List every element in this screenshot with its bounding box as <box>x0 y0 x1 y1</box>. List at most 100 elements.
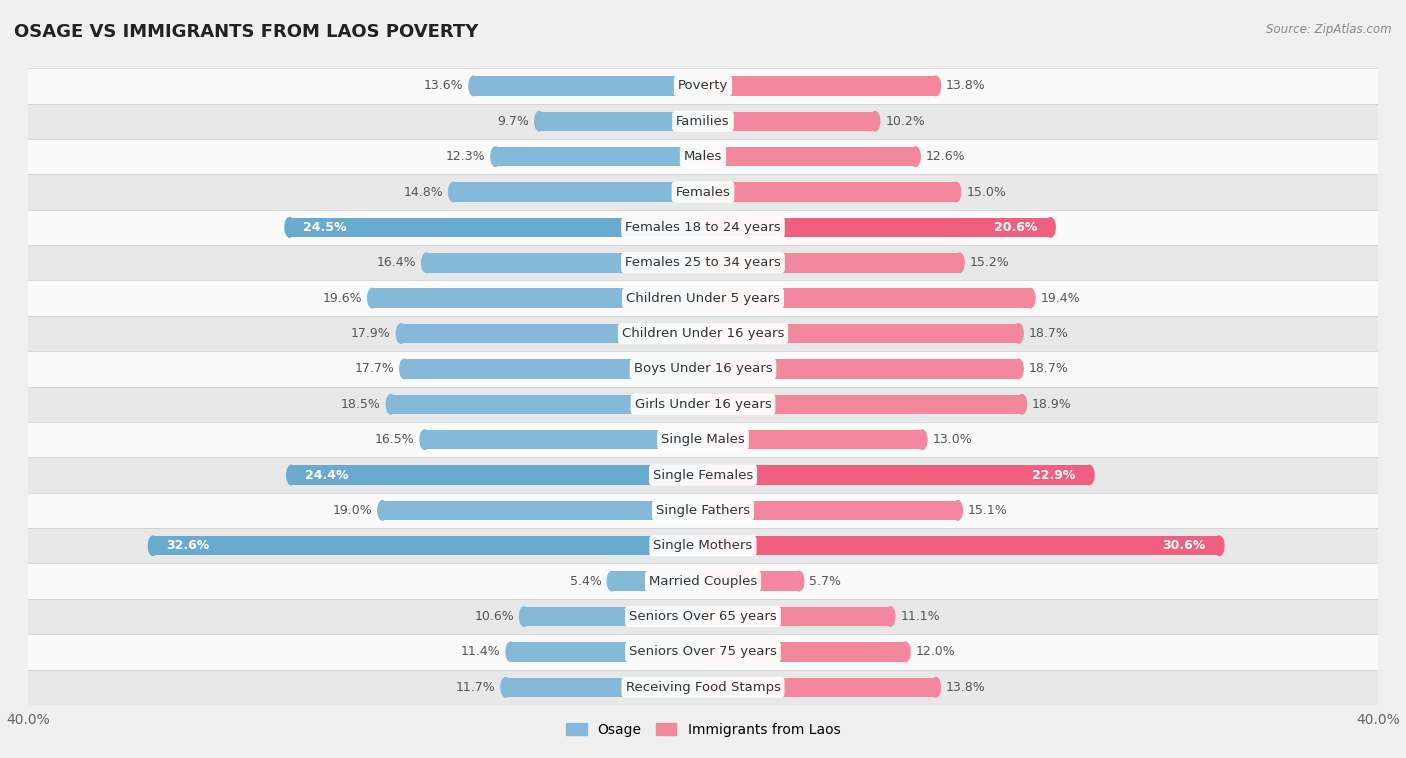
Circle shape <box>953 501 963 520</box>
Text: 16.5%: 16.5% <box>375 433 415 446</box>
Text: Poverty: Poverty <box>678 80 728 92</box>
Bar <box>28 422 1378 457</box>
Text: 13.6%: 13.6% <box>423 80 464 92</box>
Bar <box>373 288 703 308</box>
Circle shape <box>399 359 409 379</box>
Circle shape <box>501 678 510 697</box>
Bar <box>28 669 1378 705</box>
Bar <box>28 387 1378 422</box>
Bar <box>401 324 703 343</box>
Circle shape <box>886 607 896 626</box>
Text: 11.4%: 11.4% <box>461 645 501 659</box>
Bar <box>506 678 703 697</box>
Circle shape <box>396 324 406 343</box>
Text: Females: Females <box>675 186 731 199</box>
Bar <box>153 536 703 556</box>
Circle shape <box>449 183 458 202</box>
Text: 12.6%: 12.6% <box>925 150 966 163</box>
Bar <box>703 77 936 96</box>
Bar <box>291 465 703 485</box>
Circle shape <box>901 642 910 662</box>
Circle shape <box>387 395 395 414</box>
Text: 17.9%: 17.9% <box>352 327 391 340</box>
Circle shape <box>918 430 927 449</box>
Text: Source: ZipAtlas.com: Source: ZipAtlas.com <box>1267 23 1392 36</box>
Text: 12.0%: 12.0% <box>915 645 955 659</box>
Text: 18.7%: 18.7% <box>1029 327 1069 340</box>
Circle shape <box>1046 218 1054 237</box>
Bar <box>28 493 1378 528</box>
Circle shape <box>368 289 377 308</box>
Bar <box>510 642 703 662</box>
Bar <box>612 572 703 591</box>
Bar <box>703 111 875 131</box>
Text: 20.6%: 20.6% <box>994 221 1038 234</box>
Text: Females 18 to 24 years: Females 18 to 24 years <box>626 221 780 234</box>
Bar <box>28 139 1378 174</box>
Bar <box>425 430 703 449</box>
Bar <box>426 253 703 273</box>
Bar <box>28 457 1378 493</box>
Bar <box>28 599 1378 634</box>
Bar <box>703 253 959 273</box>
Text: Married Couples: Married Couples <box>650 575 756 587</box>
Circle shape <box>470 77 478 96</box>
Bar <box>703 218 1050 237</box>
Circle shape <box>952 183 960 202</box>
Text: 11.7%: 11.7% <box>456 681 495 694</box>
Bar <box>495 147 703 167</box>
Bar <box>703 359 1018 379</box>
Circle shape <box>931 678 941 697</box>
Text: 18.7%: 18.7% <box>1029 362 1069 375</box>
Bar <box>703 288 1031 308</box>
Text: Single Fathers: Single Fathers <box>657 504 749 517</box>
Bar <box>290 218 703 237</box>
Text: Females 25 to 34 years: Females 25 to 34 years <box>626 256 780 269</box>
Circle shape <box>870 111 880 131</box>
Text: Girls Under 16 years: Girls Under 16 years <box>634 398 772 411</box>
Circle shape <box>420 430 429 449</box>
Bar <box>28 634 1378 669</box>
Text: 19.4%: 19.4% <box>1040 292 1080 305</box>
Circle shape <box>1085 465 1094 485</box>
Text: 5.4%: 5.4% <box>569 575 602 587</box>
Text: 32.6%: 32.6% <box>166 539 209 553</box>
Bar <box>28 280 1378 316</box>
Text: 14.8%: 14.8% <box>404 186 443 199</box>
Circle shape <box>285 218 294 237</box>
Bar <box>703 147 915 167</box>
Text: 12.3%: 12.3% <box>446 150 485 163</box>
Text: Single Males: Single Males <box>661 433 745 446</box>
Bar <box>28 104 1378 139</box>
Text: 19.6%: 19.6% <box>322 292 363 305</box>
Text: 22.9%: 22.9% <box>1032 468 1076 481</box>
Text: 17.7%: 17.7% <box>354 362 394 375</box>
Circle shape <box>1014 359 1024 379</box>
Bar <box>28 68 1378 104</box>
Circle shape <box>534 111 544 131</box>
Text: 15.1%: 15.1% <box>967 504 1008 517</box>
Circle shape <box>287 465 297 485</box>
Text: Families: Families <box>676 114 730 128</box>
Bar <box>703 642 905 662</box>
Text: 16.4%: 16.4% <box>377 256 416 269</box>
Circle shape <box>1017 395 1026 414</box>
Circle shape <box>1014 324 1024 343</box>
Text: 13.8%: 13.8% <box>946 80 986 92</box>
Text: Children Under 5 years: Children Under 5 years <box>626 292 780 305</box>
Bar <box>28 563 1378 599</box>
Bar <box>703 430 922 449</box>
Text: Single Females: Single Females <box>652 468 754 481</box>
Text: 19.0%: 19.0% <box>333 504 373 517</box>
Text: Children Under 16 years: Children Under 16 years <box>621 327 785 340</box>
Text: 10.2%: 10.2% <box>886 114 925 128</box>
Text: OSAGE VS IMMIGRANTS FROM LAOS POVERTY: OSAGE VS IMMIGRANTS FROM LAOS POVERTY <box>14 23 478 41</box>
Text: Males: Males <box>683 150 723 163</box>
Circle shape <box>422 253 432 273</box>
Text: Seniors Over 75 years: Seniors Over 75 years <box>628 645 778 659</box>
Circle shape <box>491 147 501 167</box>
Bar <box>524 607 703 626</box>
Circle shape <box>931 77 941 96</box>
Text: 10.6%: 10.6% <box>474 610 515 623</box>
Circle shape <box>378 501 387 520</box>
